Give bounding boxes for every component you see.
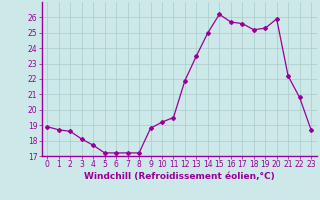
X-axis label: Windchill (Refroidissement éolien,°C): Windchill (Refroidissement éolien,°C) xyxy=(84,172,275,181)
